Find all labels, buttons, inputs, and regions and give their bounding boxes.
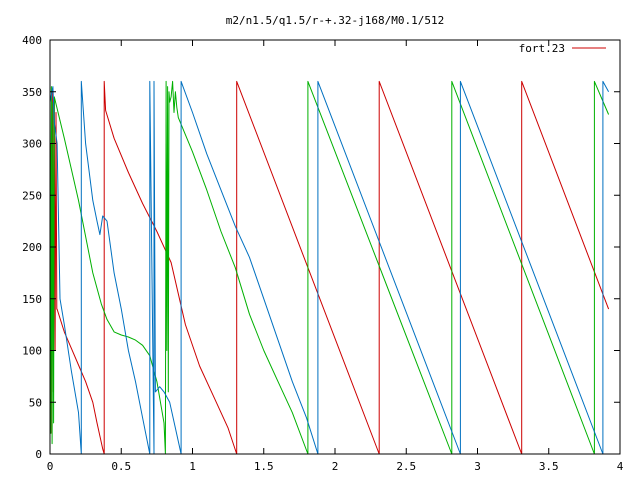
y-tick-label: 400 xyxy=(22,34,42,47)
legend: fort.23 xyxy=(519,42,606,55)
y-tick-label: 150 xyxy=(22,293,42,306)
y-tick-label: 250 xyxy=(22,189,42,202)
y-tick-label: 100 xyxy=(22,345,42,358)
x-tick-label: 2 xyxy=(332,460,339,473)
x-tick-label: 1.5 xyxy=(254,460,274,473)
y-tick-label: 200 xyxy=(22,241,42,254)
y-tick-label: 0 xyxy=(35,448,42,461)
tick-labels: 0 0.5 1 1.5 2 2.5 3 3.5 4 0 50 100 150 200 250 300 350 40… xyxy=(22,34,624,473)
x-tick-label: 2.5 xyxy=(396,460,416,473)
y-tick-label: 50 xyxy=(29,396,42,409)
axis-ticks xyxy=(49,39,621,455)
series-line-1 xyxy=(49,80,610,455)
x-tick-label: 0 xyxy=(47,460,54,473)
y-tick-label: 350 xyxy=(22,86,42,99)
plot-series xyxy=(49,80,610,455)
x-tick-label: 4 xyxy=(617,460,624,473)
plot-frame xyxy=(49,39,621,455)
x-tick-label: 0.5 xyxy=(111,460,131,473)
legend-label: fort.23 xyxy=(519,42,565,55)
chart-title: m2/n1.5/q1.5/r-+.32-j168/M0.1/512 xyxy=(226,14,445,27)
y-tick-label: 300 xyxy=(22,138,42,151)
series-line-3 xyxy=(49,80,610,455)
x-tick-label: 3.5 xyxy=(539,460,559,473)
x-tick-label: 1 xyxy=(189,460,196,473)
series-line-2 xyxy=(49,80,610,455)
x-tick-label: 3 xyxy=(474,460,481,473)
